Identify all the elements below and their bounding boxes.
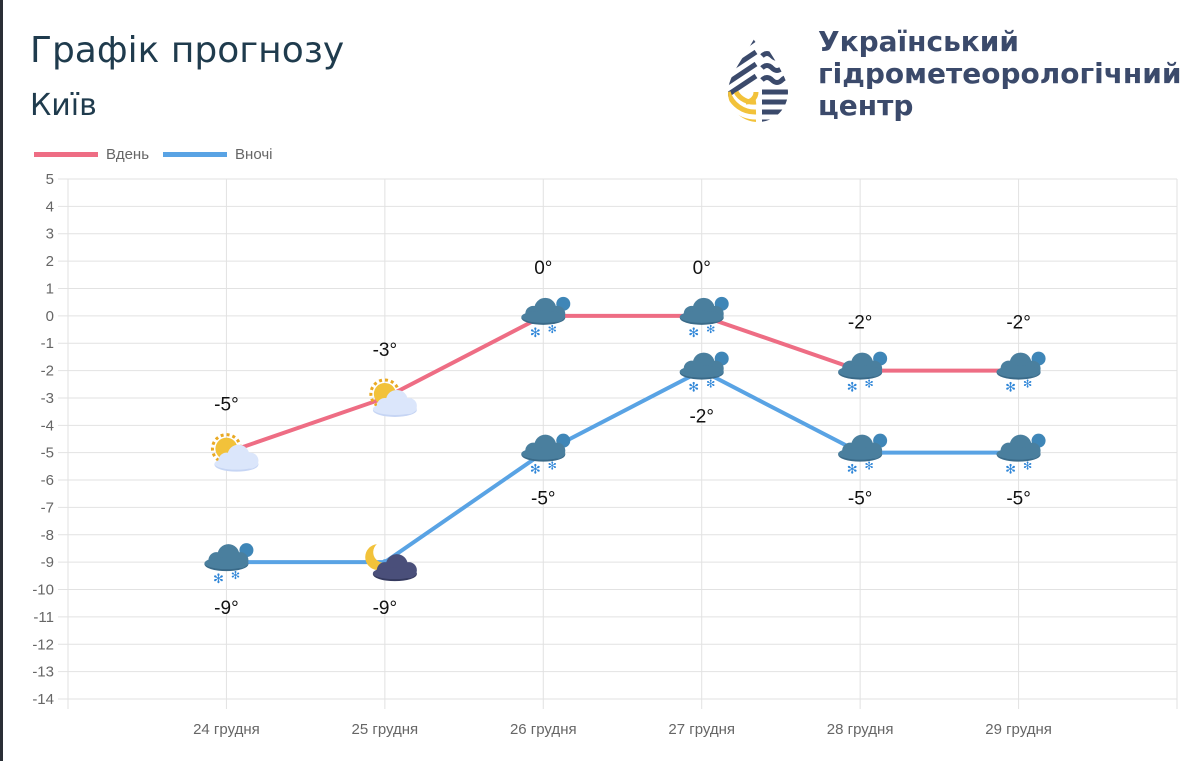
page-title: Графік прогнозу	[30, 30, 345, 71]
snowflake: ✻	[688, 325, 699, 340]
cloud-shape	[372, 567, 417, 580]
x-tick-label: 29 грудня	[985, 721, 1052, 738]
y-tick-label: -14	[32, 691, 54, 708]
y-tick-label: -4	[41, 417, 54, 434]
snowflake: ✻	[847, 380, 858, 395]
y-tick-label: -9	[41, 554, 54, 571]
x-tick-label: 28 грудня	[827, 721, 894, 738]
cloud-shape	[214, 457, 259, 470]
cloud-shape	[204, 557, 249, 570]
data-label: -5°	[531, 489, 556, 510]
y-tick-label: -7	[41, 499, 54, 516]
cloud-shape	[838, 447, 883, 460]
moon-cloud-icon	[365, 544, 417, 582]
cloud-shape	[372, 402, 417, 415]
cloud-snow-icon: ✻ ✻	[679, 351, 729, 395]
series-line-night	[226, 368, 1019, 565]
snowflake: ✻	[1005, 462, 1016, 477]
snowflake: ✻	[231, 570, 240, 582]
legend-swatch-night[interactable]	[163, 152, 228, 157]
cloud-shape	[521, 447, 566, 460]
y-tick-label: 1	[46, 280, 54, 297]
data-label: -5°	[214, 395, 239, 416]
y-tick-label: -11	[33, 609, 54, 626]
y-tick-label: 5	[46, 171, 54, 188]
snowflake: ✻	[1023, 379, 1032, 391]
y-tick-label: -5	[41, 445, 54, 462]
y-tick-label: -10	[32, 582, 54, 599]
data-label: 0°	[534, 258, 552, 279]
y-tick-label: -1	[41, 335, 54, 352]
drop-logo-icon	[728, 37, 788, 122]
cloud-shape	[996, 365, 1041, 378]
cloud-shape	[996, 447, 1041, 460]
y-tick-label: -2	[41, 363, 54, 380]
snowflake: ✻	[213, 571, 224, 586]
logo-line-1: Український	[818, 25, 1020, 58]
data-label: -9°	[373, 598, 398, 619]
sun-cloud-icon	[210, 433, 259, 472]
snowflake: ✻	[865, 461, 874, 473]
x-tick-label: 26 грудня	[510, 721, 577, 738]
snowflake: ✻	[548, 324, 557, 336]
y-tick-label: 3	[46, 226, 54, 243]
y-tick-label: -6	[41, 472, 54, 489]
cloud-shape	[521, 310, 566, 323]
chart-legend: Вдень Вночі	[34, 146, 286, 163]
cloud-snow-icon: ✻ ✻	[838, 351, 888, 395]
cloud-snow-icon: ✻ ✻	[521, 296, 571, 340]
y-tick-label: -3	[41, 390, 54, 407]
data-label: -2°	[848, 313, 873, 334]
y-tick-label: -8	[41, 527, 54, 544]
snowflake: ✻	[1023, 461, 1032, 473]
cloud-snow-icon: ✻ ✻	[996, 433, 1046, 477]
y-tick-label: -12	[32, 636, 54, 653]
series-line-day	[225, 313, 1019, 455]
logo-line-3: центр	[818, 89, 914, 122]
y-tick-label: 4	[46, 198, 54, 215]
data-label: 0°	[693, 258, 711, 279]
data-label: -3°	[373, 340, 398, 361]
cloud-snow-icon: ✻ ✻	[679, 296, 729, 340]
cloud-shape	[679, 365, 724, 378]
data-label: -2°	[689, 407, 714, 428]
snowflake: ✻	[530, 325, 541, 340]
y-tick-label: 0	[46, 308, 54, 325]
data-label: -2°	[1006, 313, 1031, 334]
cloud-snow-icon: ✻ ✻	[996, 351, 1046, 395]
x-tick-label: 27 грудня	[668, 721, 735, 738]
cloud-shape	[838, 365, 883, 378]
legend-label-night[interactable]: Вночі	[235, 146, 273, 163]
snowflake: ✻	[530, 462, 541, 477]
cloud-snow-icon: ✻ ✻	[838, 433, 888, 477]
sun-cloud-icon	[369, 378, 417, 417]
legend-swatch-day[interactable]	[34, 152, 98, 157]
city-name: Київ	[30, 88, 97, 123]
y-tick-label: 2	[46, 253, 54, 270]
x-tick-label: 24 грудня	[193, 721, 260, 738]
x-tick-label: 25 грудня	[352, 721, 419, 738]
logo-line-2: гідрометеорологічний	[818, 57, 1182, 90]
data-label: -5°	[1006, 489, 1031, 510]
snowflake: ✻	[706, 324, 715, 336]
data-label: -9°	[214, 598, 239, 619]
snowflake: ✻	[847, 462, 858, 477]
y-tick-label: -13	[32, 664, 54, 681]
window-edge	[0, 0, 3, 761]
logo: Український гідрометеорологічний центр	[726, 26, 1182, 124]
snowflake: ✻	[706, 379, 715, 391]
snowflake: ✻	[1005, 380, 1016, 395]
data-label: -5°	[848, 489, 873, 510]
snowflake: ✻	[688, 380, 699, 395]
snowflake: ✻	[865, 379, 874, 391]
snowflake: ✻	[548, 461, 557, 473]
cloud-snow-icon: ✻ ✻	[521, 433, 571, 477]
legend-label-day[interactable]: Вдень	[106, 146, 150, 163]
cloud-snow-icon: ✻ ✻	[204, 543, 254, 586]
cloud-shape	[679, 310, 724, 323]
